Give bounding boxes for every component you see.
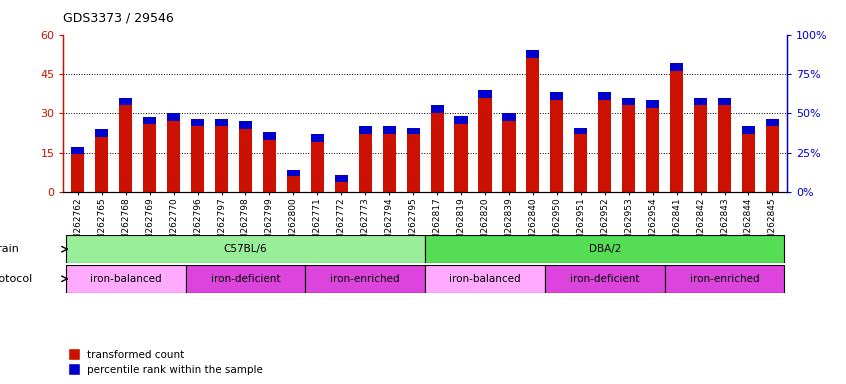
Bar [335,182,348,192]
Bar [718,106,731,192]
Bar [66,265,185,293]
Bar [694,106,707,192]
Bar [598,100,612,192]
Bar [96,137,108,192]
Bar [167,121,180,192]
Bar [359,134,372,192]
Bar [503,113,515,121]
Bar [263,139,276,192]
Text: iron-deficient: iron-deficient [570,274,640,284]
Text: iron-enriched: iron-enriched [689,274,760,284]
Bar [215,126,228,192]
Bar [310,142,324,192]
Bar [239,129,252,192]
Bar [287,176,300,192]
Bar [143,124,157,192]
Bar [742,134,755,192]
Bar [407,128,420,134]
Bar [287,170,300,176]
Bar [454,124,468,192]
Bar [526,50,540,58]
Bar [191,119,204,126]
Bar [407,134,420,192]
Text: iron-enriched: iron-enriched [331,274,400,284]
Text: strain: strain [0,244,19,254]
Bar [185,265,305,293]
Bar [742,126,755,134]
Bar [670,63,684,71]
Bar [503,121,515,192]
Bar [718,98,731,106]
Bar [191,126,204,192]
Bar [431,106,443,113]
Legend: transformed count, percentile rank within the sample: transformed count, percentile rank withi… [69,350,263,375]
Bar [215,119,228,126]
Bar [766,119,779,126]
Bar [574,134,587,192]
Bar [425,235,784,263]
Bar [239,121,252,129]
Text: DBA/2: DBA/2 [589,244,621,254]
Bar [622,98,635,106]
Bar [694,98,707,106]
Bar [646,108,659,192]
Bar [670,71,684,192]
Bar [119,106,132,192]
Bar [545,265,665,293]
Text: GDS3373 / 29546: GDS3373 / 29546 [63,12,174,25]
Bar [119,98,132,106]
Bar [766,126,779,192]
Bar [71,154,85,192]
Bar [305,265,425,293]
Bar [66,235,425,263]
Bar [167,113,180,121]
Bar [574,128,587,134]
Bar [598,92,612,100]
Text: C57BL/6: C57BL/6 [223,244,267,254]
Text: iron-balanced: iron-balanced [449,274,521,284]
Bar [478,90,492,98]
Bar [310,134,324,142]
Bar [71,147,85,154]
Bar [646,100,659,108]
Bar [425,265,545,293]
Bar [96,129,108,137]
Bar [550,100,563,192]
Text: iron-deficient: iron-deficient [211,274,280,284]
Text: protocol: protocol [0,274,32,284]
Bar [382,134,396,192]
Bar [359,126,372,134]
Text: iron-balanced: iron-balanced [90,274,162,284]
Bar [143,117,157,124]
Bar [550,92,563,100]
Bar [526,58,540,192]
Bar [478,98,492,192]
Bar [263,132,276,139]
Bar [622,106,635,192]
Bar [454,116,468,124]
Bar [665,265,784,293]
Bar [382,126,396,134]
Bar [431,113,443,192]
Bar [335,175,348,182]
